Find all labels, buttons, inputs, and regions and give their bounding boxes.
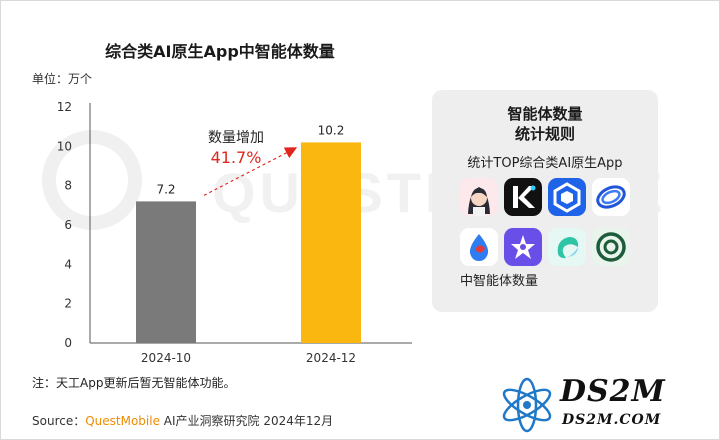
app-icon-grid [460, 178, 632, 266]
source-line: Source：QuestMobile AI产业洞察研究院 2024年12月 [32, 412, 333, 429]
data-label: 10.2 [318, 123, 345, 137]
bar-2024-12 [301, 142, 361, 343]
y-tick-label: 10 [57, 139, 72, 153]
green-spiral-app-icon [592, 228, 630, 266]
data-label: 7.2 [156, 182, 175, 196]
statistics-rule-card: 智能体数量 统计规则 统计TOP综合类AI原生App [432, 90, 658, 312]
avatar-girl-app-icon [460, 178, 498, 216]
k-letter-app-icon [504, 178, 542, 216]
logo-url: DS2M.COM [562, 412, 662, 428]
y-tick-label: 0 [64, 336, 72, 350]
source-rest: AI产业洞察研究院 2024年12月 [159, 414, 334, 428]
atom-logo-icon [502, 377, 552, 433]
rule-title-line-1: 智能体数量 [507, 105, 583, 123]
y-tick-label: 6 [64, 218, 72, 232]
rule-title-line-2: 统计规则 [514, 125, 575, 143]
y-tick-label: 12 [57, 100, 72, 114]
bar-2024-10 [136, 201, 196, 343]
logo-name: DS2M [560, 374, 666, 409]
y-tick-label: 4 [64, 257, 72, 271]
y-tick-label: 8 [64, 179, 72, 193]
x-tick-label: 2024-10 [141, 351, 191, 365]
blue-cube-app-icon [548, 178, 586, 216]
growth-arrow [203, 147, 298, 196]
teal-swirl-app-icon [548, 228, 586, 266]
source-brand: QuestMobile [85, 414, 160, 428]
bar-chart: 0 2 4 6 8 10 12 7.2 2024-10 10.2 2024-12 数量增加 41.7% [57, 100, 412, 365]
purple-star-app-icon [504, 228, 542, 266]
water-drop-app-icon [460, 228, 498, 266]
rule-card-footer: 中智能体数量 [460, 274, 539, 289]
x-tick-label: 2024-12 [306, 351, 356, 365]
chart-note: 注：天工App更新后暂无智能体功能。 [32, 376, 236, 390]
rule-card-title: 智能体数量 统计规则 [432, 104, 658, 144]
ds2m-logo: DS2M DS2M.COM [496, 372, 718, 438]
growth-value: 41.7% [211, 148, 262, 167]
y-tick-label: 2 [64, 297, 72, 311]
rule-card-subtitle: 统计TOP综合类AI原生App [467, 156, 623, 171]
unit-label: 单位：万个 [32, 72, 93, 86]
source-prefix: Source： [32, 414, 86, 428]
orbit-ring-app-icon [592, 178, 630, 216]
chart-title: 综合类AI原生App中智能体数量 [105, 42, 335, 61]
growth-label: 数量增加 [208, 130, 264, 146]
